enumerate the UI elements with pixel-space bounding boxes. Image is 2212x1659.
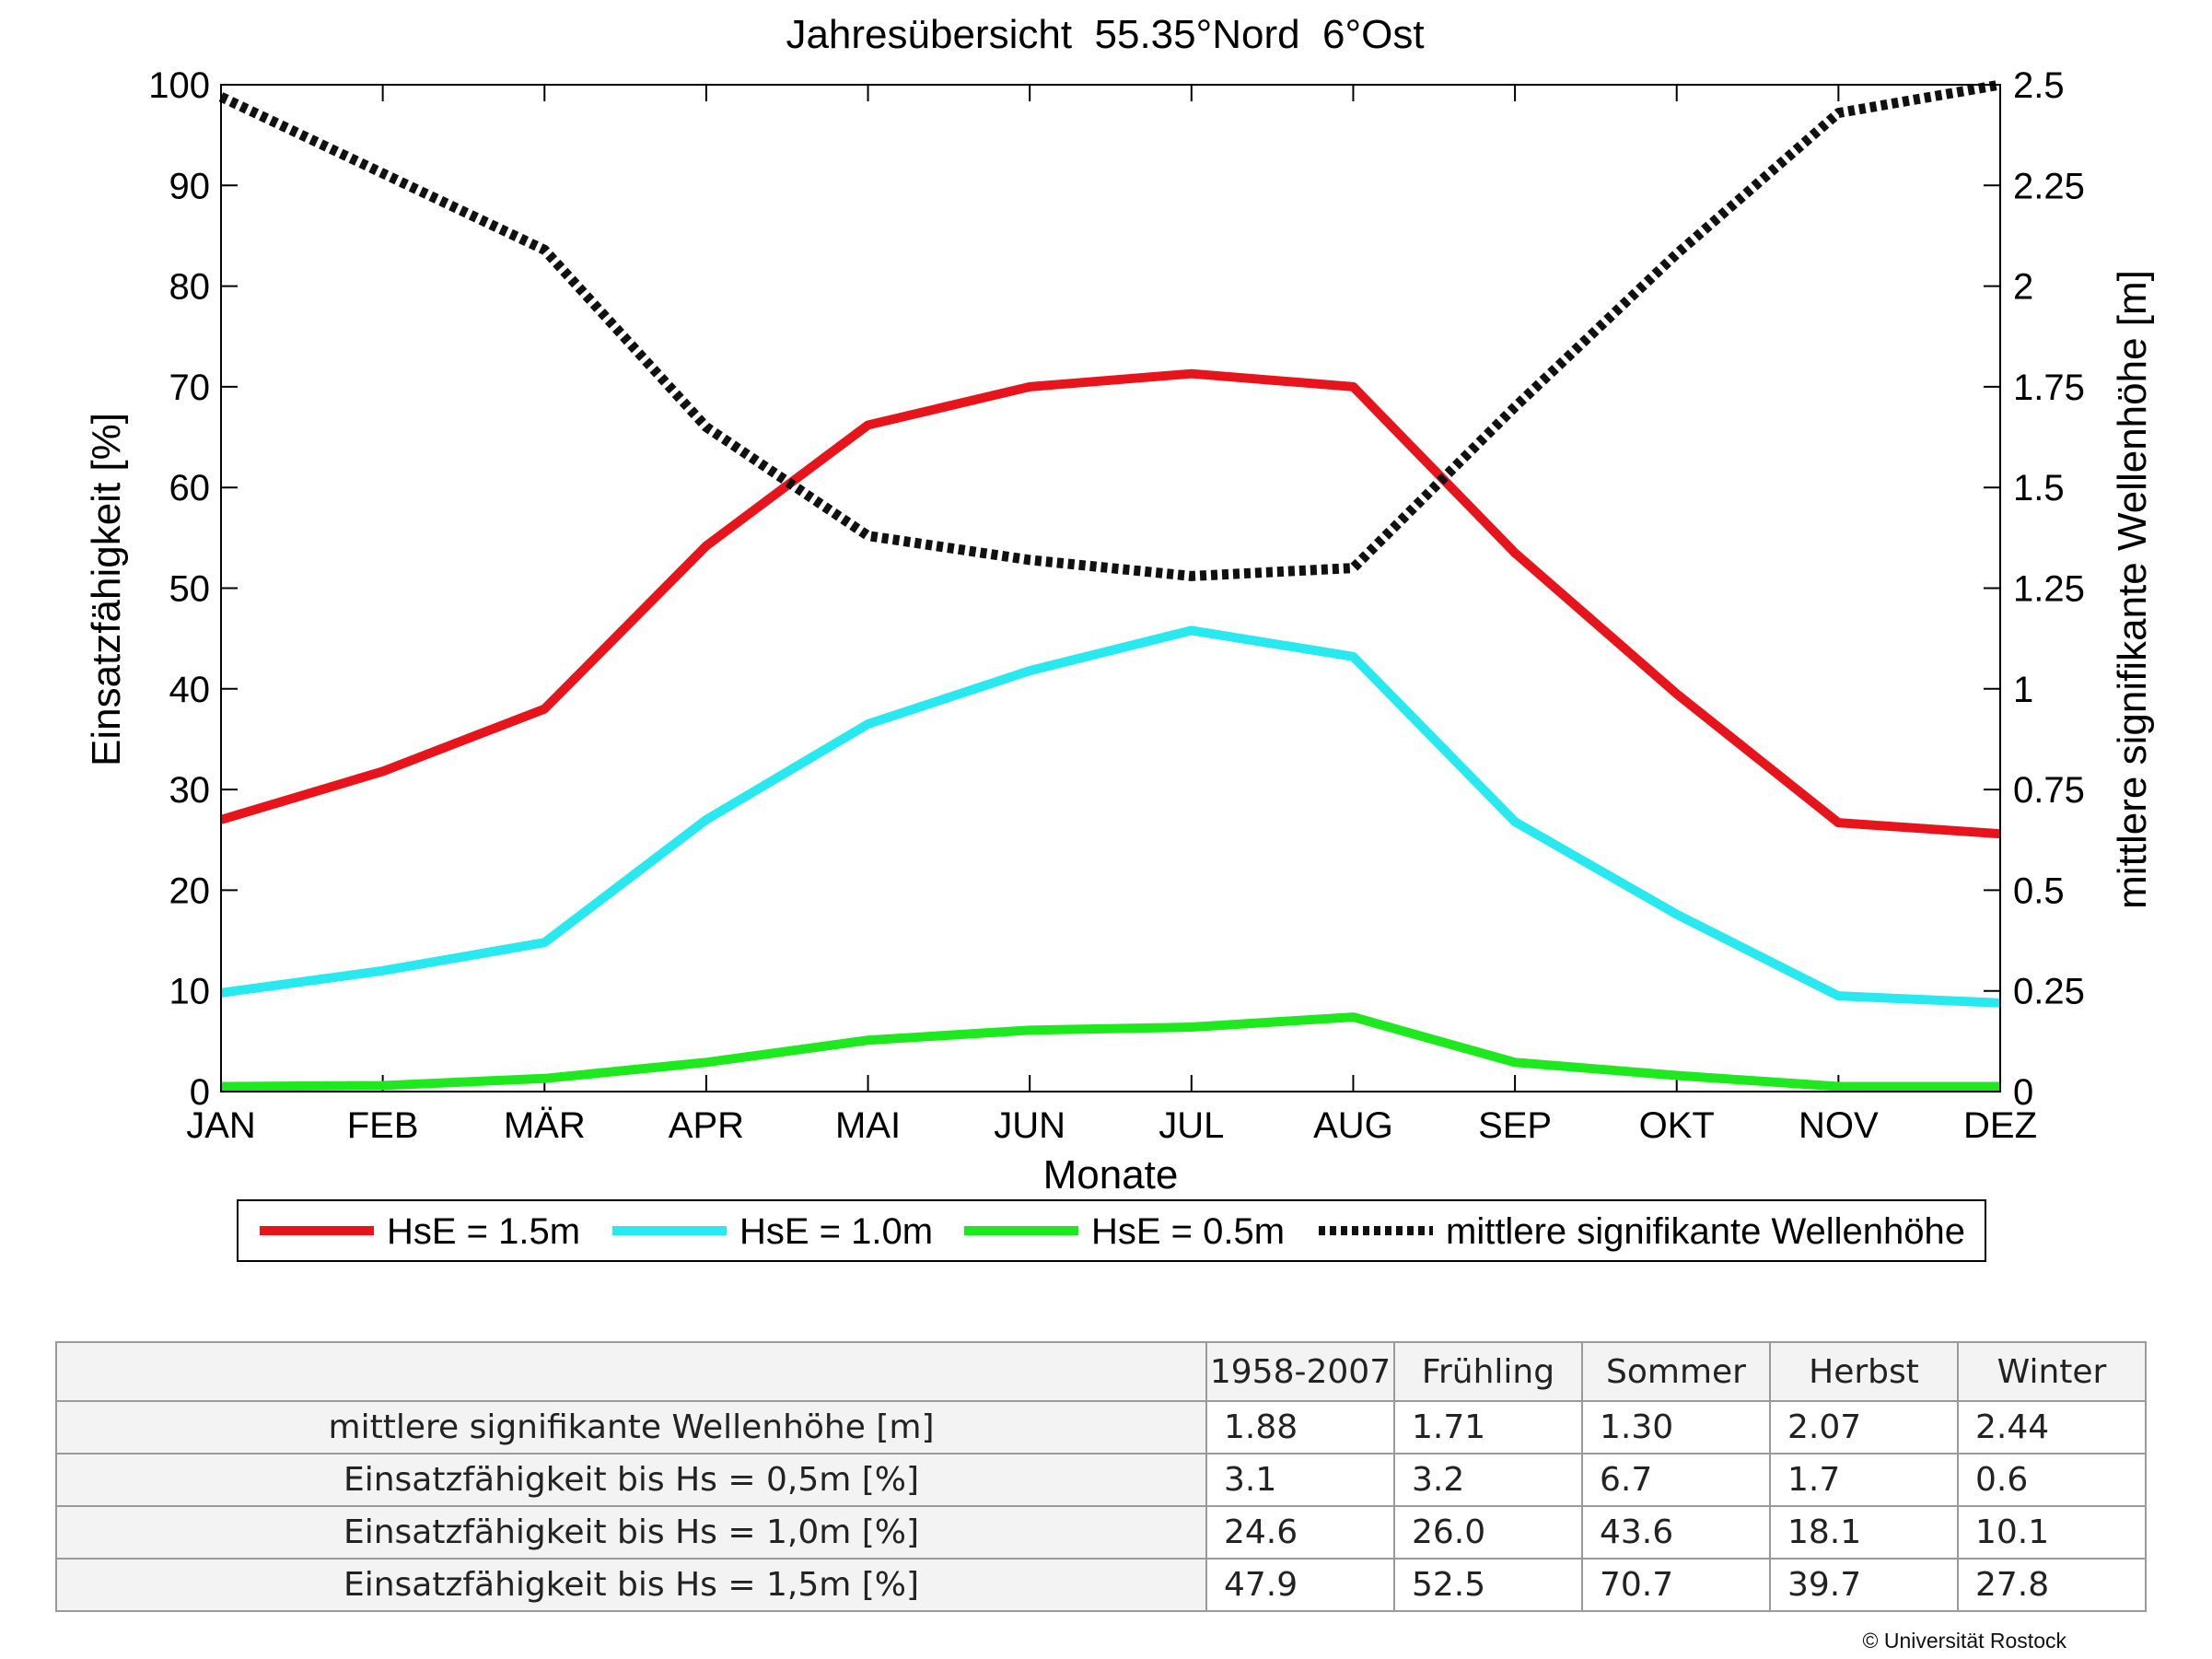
y2-tick-label: 2.5	[2013, 65, 2065, 106]
legend-label: mittlere signifikante Wellenhöhe	[1446, 1211, 1965, 1252]
y-axis-label: Einsatzfähigkeit [%]	[84, 413, 129, 766]
table-cell: 1.7	[1769, 1453, 1959, 1507]
y2-tick-label: 2	[2013, 267, 2033, 308]
table-header-cell: Sommer	[1581, 1341, 1771, 1402]
table-cell: 3.1	[1205, 1453, 1395, 1507]
series-line-1	[219, 368, 2001, 839]
table-row: mittlere signifikante Wellenhöhe [m] 1.88…	[55, 1400, 2147, 1455]
table-row-label: Einsatzfähigkeit bis Hs = 1,5m [%]	[55, 1558, 1207, 1612]
axis-ticks: 0 10 20 30 40 50 60 70 80 90 100 0 0.25 0.5 0.75 1 1.25 1…	[148, 65, 2085, 1146]
x-tick-label: NOV	[1799, 1105, 1879, 1146]
y2-tick-label: 0	[2013, 1072, 2033, 1113]
x-tick-label: MAI	[835, 1105, 901, 1146]
y-tick-label: 60	[169, 468, 211, 508]
table-header-cell: 1958-2007	[1205, 1341, 1395, 1402]
x-axis-label: Monate	[1043, 1152, 1179, 1198]
y2-tick-label: 0.75	[2013, 770, 2085, 811]
y2-tick-label: 1.5	[2013, 468, 2065, 508]
series-layer	[218, 79, 2001, 1092]
x-tick-label: AUG	[1313, 1105, 1393, 1146]
y2-tick-label: 1.25	[2013, 569, 2085, 610]
table-cell: 27.8	[1957, 1558, 2147, 1612]
y-tick-label: 90	[169, 166, 211, 206]
table-cell: 43.6	[1581, 1505, 1771, 1560]
y2-tick-label: 0.5	[2013, 870, 2065, 911]
series-line-3	[220, 1012, 2000, 1092]
x-tick-label: SEP	[1478, 1105, 1552, 1146]
y-tick-label: 0	[190, 1072, 210, 1113]
table-cell: 52.5	[1393, 1558, 1583, 1612]
legend-box	[237, 1199, 1986, 1262]
y2-tick-label: 1	[2013, 670, 2033, 710]
legend: HsE = 1.5m HsE = 1.0m HsE = 0.5m mittlere s…	[237, 1199, 1986, 1262]
table-cell: 2.07	[1769, 1400, 1959, 1455]
x-tick-label: JUN	[994, 1105, 1065, 1146]
legend-label: HsE = 1.5m	[387, 1211, 580, 1252]
x-tick-label: FEB	[347, 1105, 419, 1146]
table-cell: 18.1	[1769, 1505, 1959, 1560]
table-cell: 2.44	[1957, 1400, 2147, 1455]
x-tick-label: JUL	[1158, 1105, 1224, 1146]
x-tick-label: JAN	[186, 1105, 256, 1146]
table-row-label: Einsatzfähigkeit bis Hs = 1,0m [%]	[55, 1505, 1207, 1560]
y2-tick-label: 2.25	[2013, 166, 2085, 206]
y2-axis-label: mittlere signifikante Wellenhöhe [m]	[2110, 270, 2155, 909]
table-cell: 1.30	[1581, 1400, 1771, 1455]
table-cell: 1.71	[1393, 1400, 1583, 1455]
stats-table: 1958-2007 Frühling Sommer Herbst Winter mittl…	[55, 1341, 2147, 1612]
x-tick-label: APR	[669, 1105, 744, 1146]
y-tick-label: 70	[169, 368, 211, 408]
y-tick-label: 30	[169, 770, 211, 811]
table-cell: 0.6	[1957, 1453, 2147, 1507]
y2-tick-label: 1.75	[2013, 368, 2085, 408]
table-cell: 39.7	[1769, 1558, 1959, 1612]
x-tick-label: DEZ	[1963, 1105, 2037, 1146]
y-tick-label: 80	[169, 267, 211, 308]
table-cell: 10.1	[1957, 1505, 2147, 1560]
y-tick-label: 40	[169, 670, 211, 710]
table-cell: 70.7	[1581, 1558, 1771, 1612]
legend-label: HsE = 0.5m	[1091, 1211, 1285, 1252]
table-row: Einsatzfähigkeit bis Hs = 0,5m [%] 3.1 3.2…	[55, 1453, 2147, 1507]
table-cell: 26.0	[1393, 1505, 1583, 1560]
table-cell: 47.9	[1205, 1558, 1395, 1612]
table-cell: 24.6	[1205, 1505, 1395, 1560]
chart-title: Jahresübersicht 55.35°Nord 6°Ost	[786, 12, 1424, 57]
table-cell: 3.2	[1393, 1453, 1583, 1507]
legend-label: HsE = 1.0m	[739, 1211, 933, 1252]
table-header-cell: Winter	[1957, 1341, 2147, 1402]
x-tick-label: MÄR	[504, 1105, 586, 1146]
series-line-4	[218, 79, 2001, 581]
table-cell: 6.7	[1581, 1453, 1771, 1507]
table-row: Einsatzfähigkeit bis Hs = 1,0m [%] 24.6 26…	[55, 1505, 2147, 1560]
table-row-label: Einsatzfähigkeit bis Hs = 0,5m [%]	[55, 1453, 1207, 1507]
y-tick-label: 20	[169, 870, 211, 911]
table-cell: 1.88	[1205, 1400, 1395, 1455]
y2-tick-label: 0.25	[2013, 972, 2085, 1012]
copyright-note: © Universität Rostock	[1862, 1629, 2066, 1653]
table-header-cell: Herbst	[1769, 1341, 1959, 1402]
table-header-row: 1958-2007 Frühling Sommer Herbst Winter	[55, 1341, 2147, 1402]
y-tick-label: 100	[148, 65, 210, 106]
table-header-cell	[55, 1341, 1207, 1402]
x-tick-label: OKT	[1639, 1105, 1715, 1146]
table-row: Einsatzfähigkeit bis Hs = 1,5m [%] 47.9 52…	[55, 1558, 2147, 1612]
series-line-2	[220, 625, 2001, 1008]
y-tick-label: 10	[169, 972, 211, 1012]
plot-frame	[220, 84, 2001, 1092]
table-header-cell: Frühling	[1393, 1341, 1583, 1402]
table-row-label: mittlere signifikante Wellenhöhe [m]	[55, 1400, 1207, 1455]
y-tick-label: 50	[169, 569, 211, 610]
